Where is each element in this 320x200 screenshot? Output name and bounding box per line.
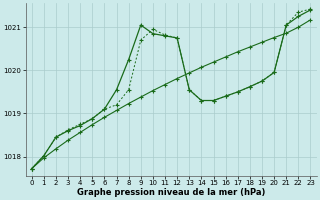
X-axis label: Graphe pression niveau de la mer (hPa): Graphe pression niveau de la mer (hPa) (77, 188, 265, 197)
